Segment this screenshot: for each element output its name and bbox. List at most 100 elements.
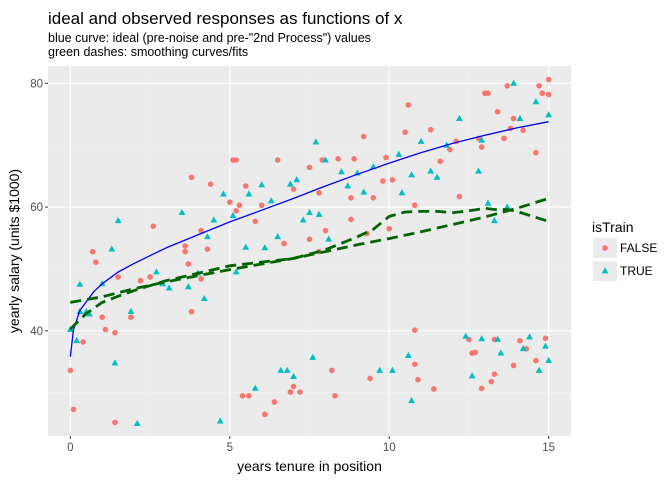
point-true — [478, 335, 486, 342]
point-false — [281, 240, 287, 247]
point-true — [127, 307, 135, 315]
point-false — [297, 389, 303, 395]
point-true — [545, 111, 553, 118]
point-false — [539, 90, 546, 97]
axis-ticks: 0 5 10 15 40 60 80 — [30, 78, 555, 454]
point-false — [236, 202, 243, 209]
point-true — [325, 235, 333, 242]
point-true — [108, 245, 116, 252]
point-false — [182, 248, 188, 255]
point-false — [329, 367, 335, 374]
legend-marker-true — [601, 267, 609, 274]
point-false — [188, 308, 195, 315]
point-true — [478, 136, 486, 143]
point-false — [274, 157, 281, 163]
point-true — [283, 366, 291, 373]
point-false — [316, 190, 322, 196]
point-false — [233, 207, 239, 214]
point-false — [501, 135, 507, 142]
point-false — [491, 371, 498, 377]
point-true — [395, 150, 403, 157]
point-true — [293, 176, 301, 183]
x-axis-label: years tenure in position — [237, 458, 382, 474]
point-true — [322, 156, 329, 163]
point-false — [182, 243, 188, 249]
chart-subtitle-line-1: blue curve: ideal (pre-noise and pre-"2n… — [48, 31, 371, 45]
point-true — [360, 188, 368, 195]
point-false — [198, 276, 204, 282]
point-true — [404, 351, 412, 358]
point-false — [520, 127, 526, 134]
point-true — [455, 114, 463, 121]
point-true — [417, 137, 425, 144]
point-false — [102, 326, 109, 333]
point-true — [408, 397, 415, 404]
point-true — [184, 283, 192, 290]
point-true — [312, 138, 320, 145]
point-false — [411, 327, 418, 333]
point-false — [306, 164, 313, 171]
point-false — [447, 146, 453, 153]
point-false — [510, 115, 517, 122]
point-true — [86, 310, 93, 317]
point-false — [112, 419, 118, 426]
point-true — [535, 366, 543, 373]
point-true — [277, 366, 285, 373]
point-true — [433, 173, 441, 180]
curve-fit-1 — [69, 206, 550, 331]
point-false — [89, 248, 96, 255]
point-true — [427, 167, 435, 174]
point-false — [351, 156, 357, 162]
point-true — [510, 79, 517, 86]
point-true — [133, 419, 141, 427]
point-true — [491, 216, 498, 224]
point-true — [475, 167, 482, 174]
point-true — [178, 208, 186, 216]
point-false — [402, 129, 408, 136]
point-false — [332, 392, 338, 399]
point-true — [245, 190, 253, 197]
point-true — [337, 168, 345, 175]
point-false — [271, 399, 278, 405]
point-false — [252, 218, 259, 225]
point-false — [533, 149, 539, 156]
point-true — [290, 372, 297, 380]
x-tick-label: 15 — [542, 442, 555, 454]
point-false — [322, 227, 329, 234]
point-false — [204, 246, 211, 252]
point-true — [216, 417, 224, 424]
chart-subtitle-line-2: green dashes: smoothing curves/fits — [48, 45, 248, 59]
point-false — [290, 383, 297, 390]
legend-label-false: FALSE — [620, 241, 657, 255]
point-true — [484, 199, 492, 206]
point-false — [233, 157, 239, 163]
point-false — [137, 277, 144, 284]
point-false — [367, 375, 373, 382]
point-false — [70, 406, 77, 413]
point-false — [415, 376, 421, 383]
point-true — [503, 203, 511, 210]
point-true — [114, 216, 122, 224]
point-false — [348, 216, 354, 223]
point-true — [76, 280, 84, 287]
legend: isTrain FALSE TRUE — [592, 219, 657, 281]
point-false — [488, 378, 495, 385]
point-false — [128, 314, 134, 321]
point-false — [478, 144, 485, 150]
point-false — [456, 193, 463, 200]
point-true — [165, 284, 173, 291]
point-false — [147, 274, 153, 280]
point-true — [315, 210, 323, 217]
chart-title: ideal and observed responses as function… — [48, 9, 403, 28]
point-true — [516, 114, 524, 121]
point-true — [232, 268, 240, 275]
point-false — [198, 227, 204, 234]
point-false — [185, 261, 192, 267]
point-true — [251, 384, 259, 391]
point-true — [286, 180, 294, 187]
point-false — [242, 183, 249, 189]
point-false — [226, 199, 233, 205]
y-axis-label: yearly salary (units $1000) — [6, 169, 22, 333]
point-false — [150, 223, 157, 230]
point-false — [533, 357, 539, 364]
